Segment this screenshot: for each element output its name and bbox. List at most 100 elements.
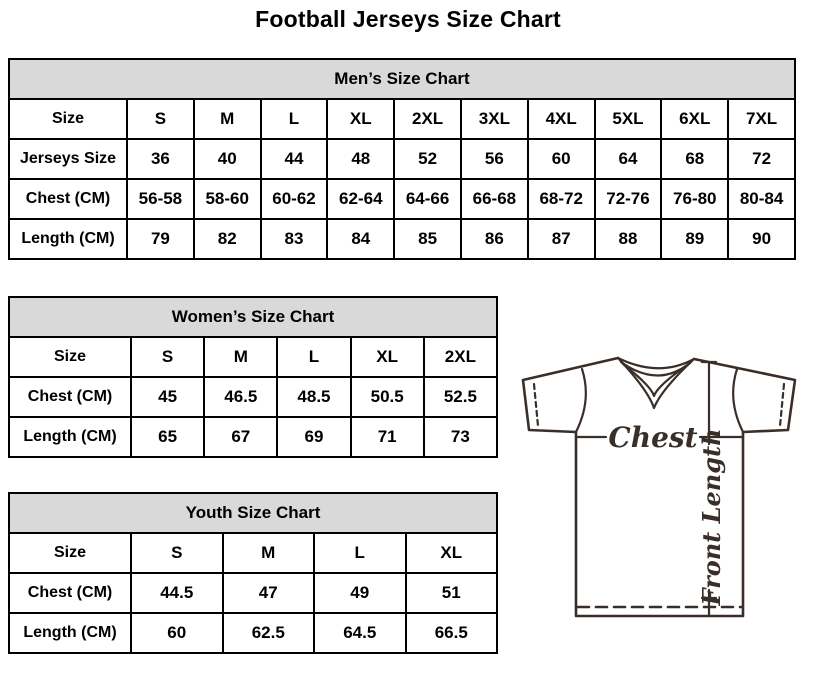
table-cell: S (126, 98, 195, 140)
table-cell: 72-76 (593, 178, 663, 220)
row-label: Length (CM) (8, 218, 128, 260)
vneck-outer (616, 356, 696, 410)
front-length-label: Front Length (697, 428, 726, 606)
sleeve-stitch-right (778, 382, 786, 428)
table-cell: 87 (526, 218, 596, 260)
table-row: Length (CM) 79 82 83 84 85 86 87 88 89 90 (8, 218, 796, 260)
table-cell: 82 (192, 218, 262, 260)
table-cell: 69 (276, 416, 352, 458)
table-cell: S (129, 336, 206, 378)
table-cell: 58-60 (192, 178, 262, 220)
row-label: Length (CM) (8, 612, 132, 654)
table-row: Size S M L XL (8, 532, 498, 574)
table-cell: 80-84 (727, 178, 796, 220)
table-cell: 50.5 (349, 376, 425, 418)
table-cell: 3XL (459, 98, 529, 140)
table-title: Youth Size Chart (8, 492, 498, 534)
jersey-measurement-diagram: Chest Front Length (521, 356, 797, 618)
table-cell: 72 (727, 138, 796, 180)
table-cell: 7XL (727, 98, 796, 140)
table-cell: 2XL (393, 98, 462, 140)
table-cell: 40 (192, 138, 262, 180)
table-title-row: Men’s Size Chart (8, 58, 796, 100)
page-title: Football Jerseys Size Chart (255, 6, 561, 32)
table-cell: 56-58 (126, 178, 195, 220)
table-cell: 66-68 (459, 178, 529, 220)
jersey-outline (521, 356, 797, 618)
armhole-right (732, 367, 745, 434)
table-cell: 44.5 (130, 572, 224, 614)
table-title: Men’s Size Chart (8, 58, 796, 100)
mens-size-table: Men’s Size Chart Size S M L XL 2XL 3XL 4XL 5XL 6XL… (8, 58, 796, 260)
table-cell: 36 (126, 138, 195, 180)
row-label: Jerseys Size (8, 138, 128, 180)
table-cell: 65 (129, 416, 206, 458)
table-cell: 84 (326, 218, 396, 260)
table-row: Size S M L XL 2XL 3XL 4XL 5XL 6XL 7XL (8, 98, 796, 140)
table-cell: 52 (393, 138, 462, 180)
table-cell: 4XL (526, 98, 596, 140)
armhole-left (574, 367, 587, 434)
table-cell: L (313, 532, 407, 574)
table-cell: 73 (422, 416, 499, 458)
table-cell: 60 (130, 612, 224, 654)
row-label: Chest (CM) (8, 376, 132, 418)
row-label: Size (8, 336, 132, 378)
table-cell: 46.5 (203, 376, 279, 418)
table-cell: 51 (404, 572, 498, 614)
row-label: Chest (CM) (8, 178, 128, 220)
table-cell: 76-80 (660, 178, 730, 220)
table-cell: 71 (349, 416, 425, 458)
table-title-row: Women’s Size Chart (8, 296, 498, 338)
table-cell: 68-72 (526, 178, 596, 220)
table-cell: 67 (203, 416, 279, 458)
table-row: Chest (CM) 56-58 58-60 60-62 62-64 64-66 66-68… (8, 178, 796, 220)
sleeve-stitch-left (532, 382, 540, 428)
table-cell: 64-66 (393, 178, 462, 220)
table-cell: L (276, 336, 352, 378)
table-cell: 45 (129, 376, 206, 418)
table-cell: 86 (459, 218, 529, 260)
chest-label: Chest (608, 421, 697, 454)
table-row: Length (CM) 65 67 69 71 73 (8, 416, 499, 458)
table-cell: 56 (459, 138, 529, 180)
youth-size-table: Youth Size Chart Size S M L XL Chest (CM) 44.5 4… (8, 492, 498, 654)
collar-back-arc-outer (616, 356, 696, 370)
table-row: Chest (CM) 44.5 47 49 51 (8, 572, 498, 614)
table-cell: 5XL (593, 98, 663, 140)
table-cell: 62-64 (326, 178, 396, 220)
front-length-ticks (700, 360, 718, 600)
table-cell: L (259, 98, 329, 140)
table-cell: 62.5 (221, 612, 315, 654)
table-cell: M (221, 532, 315, 574)
table-cell: 52.5 (422, 376, 499, 418)
table-cell: 88 (593, 218, 663, 260)
table-cell: 60-62 (259, 178, 329, 220)
table-cell: 64.5 (313, 612, 407, 654)
table-cell: 68 (660, 138, 730, 180)
row-label: Size (8, 532, 132, 574)
table-row: Chest (CM) 45 46.5 48.5 50.5 52.5 (8, 376, 499, 418)
table-cell: M (203, 336, 279, 378)
table-row: Jerseys Size 36 40 44 48 52 56 60 64 68 72 (8, 138, 796, 180)
table-cell: 89 (660, 218, 730, 260)
table-cell: 49 (313, 572, 407, 614)
table-cell: 60 (526, 138, 596, 180)
row-label: Size (8, 98, 128, 140)
table-cell: 47 (221, 572, 315, 614)
table-cell: XL (404, 532, 498, 574)
table-title-row: Youth Size Chart (8, 492, 498, 534)
table-cell: 6XL (660, 98, 730, 140)
table-cell: 48.5 (276, 376, 352, 418)
row-label: Chest (CM) (8, 572, 132, 614)
table-cell: S (130, 532, 224, 574)
table-cell: 48 (326, 138, 396, 180)
table-cell: XL (326, 98, 396, 140)
table-cell: M (192, 98, 262, 140)
table-cell: 66.5 (404, 612, 498, 654)
table-cell: 79 (126, 218, 195, 260)
table-cell: 2XL (422, 336, 499, 378)
table-row: Size S M L XL 2XL (8, 336, 499, 378)
table-cell: XL (349, 336, 425, 378)
table-cell: 64 (593, 138, 663, 180)
